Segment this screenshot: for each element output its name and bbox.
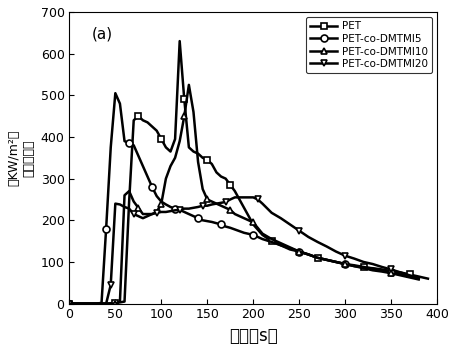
PET-co-DMTMI5 [232,227,237,232]
PET-co-DMTMI5 [218,222,223,227]
PET-co-DMTMI20 [126,207,131,211]
PET [259,233,265,237]
PET-co-DMTMI10 [268,237,274,241]
PET-co-DMTMI5 [126,141,131,145]
PET-co-DMTMI5 [177,208,182,212]
PET [324,258,329,262]
PET [177,39,182,43]
PET-co-DMTMI10 [241,216,246,220]
PET [154,128,159,133]
PET-co-DMTMI10 [415,277,420,282]
PET-co-DMTMI5 [112,91,118,95]
PET-co-DMTMI10 [181,114,187,118]
PET-co-DMTMI10 [66,302,72,306]
PET [241,206,246,210]
PET-co-DMTMI5 [268,240,274,244]
PET [232,189,237,193]
PET-co-DMTMI20 [241,195,246,200]
PET-co-DMTMI10 [227,208,233,212]
Line: PET-co-DMTMI5: PET-co-DMTMI5 [66,90,421,307]
PET-co-DMTMI20 [232,195,237,200]
PET-co-DMTMI5 [415,277,420,281]
PET-co-DMTMI20 [268,211,274,215]
PET-co-DMTMI5 [66,302,72,306]
PET [424,277,430,281]
Text: (a): (a) [91,26,112,42]
PET-co-DMTMI20 [227,197,233,202]
Y-axis label: （KW/m²）
热释放速度: （KW/m²） 热释放速度 [7,130,35,186]
PET-co-DMTMI10 [236,214,242,218]
PET-co-DMTMI20 [415,276,420,280]
PET [66,302,72,306]
PET-co-DMTMI20 [66,302,72,306]
PET [379,268,384,272]
PET-co-DMTMI10 [131,200,136,204]
PET-co-DMTMI20 [218,201,223,205]
PET-co-DMTMI5 [227,226,233,230]
Line: PET-co-DMTMI20: PET-co-DMTMI20 [66,194,421,307]
X-axis label: 时间（s）: 时间（s） [228,327,277,345]
Line: PET-co-DMTMI10: PET-co-DMTMI10 [66,81,421,307]
Legend: PET, PET-co-DMTMI5, PET-co-DMTMI10, PET-co-DMTMI20: PET, PET-co-DMTMI5, PET-co-DMTMI10, PET-… [306,17,431,73]
PET-co-DMTMI10 [186,83,191,87]
PET-co-DMTMI20 [177,208,182,212]
Line: PET: PET [66,38,430,307]
